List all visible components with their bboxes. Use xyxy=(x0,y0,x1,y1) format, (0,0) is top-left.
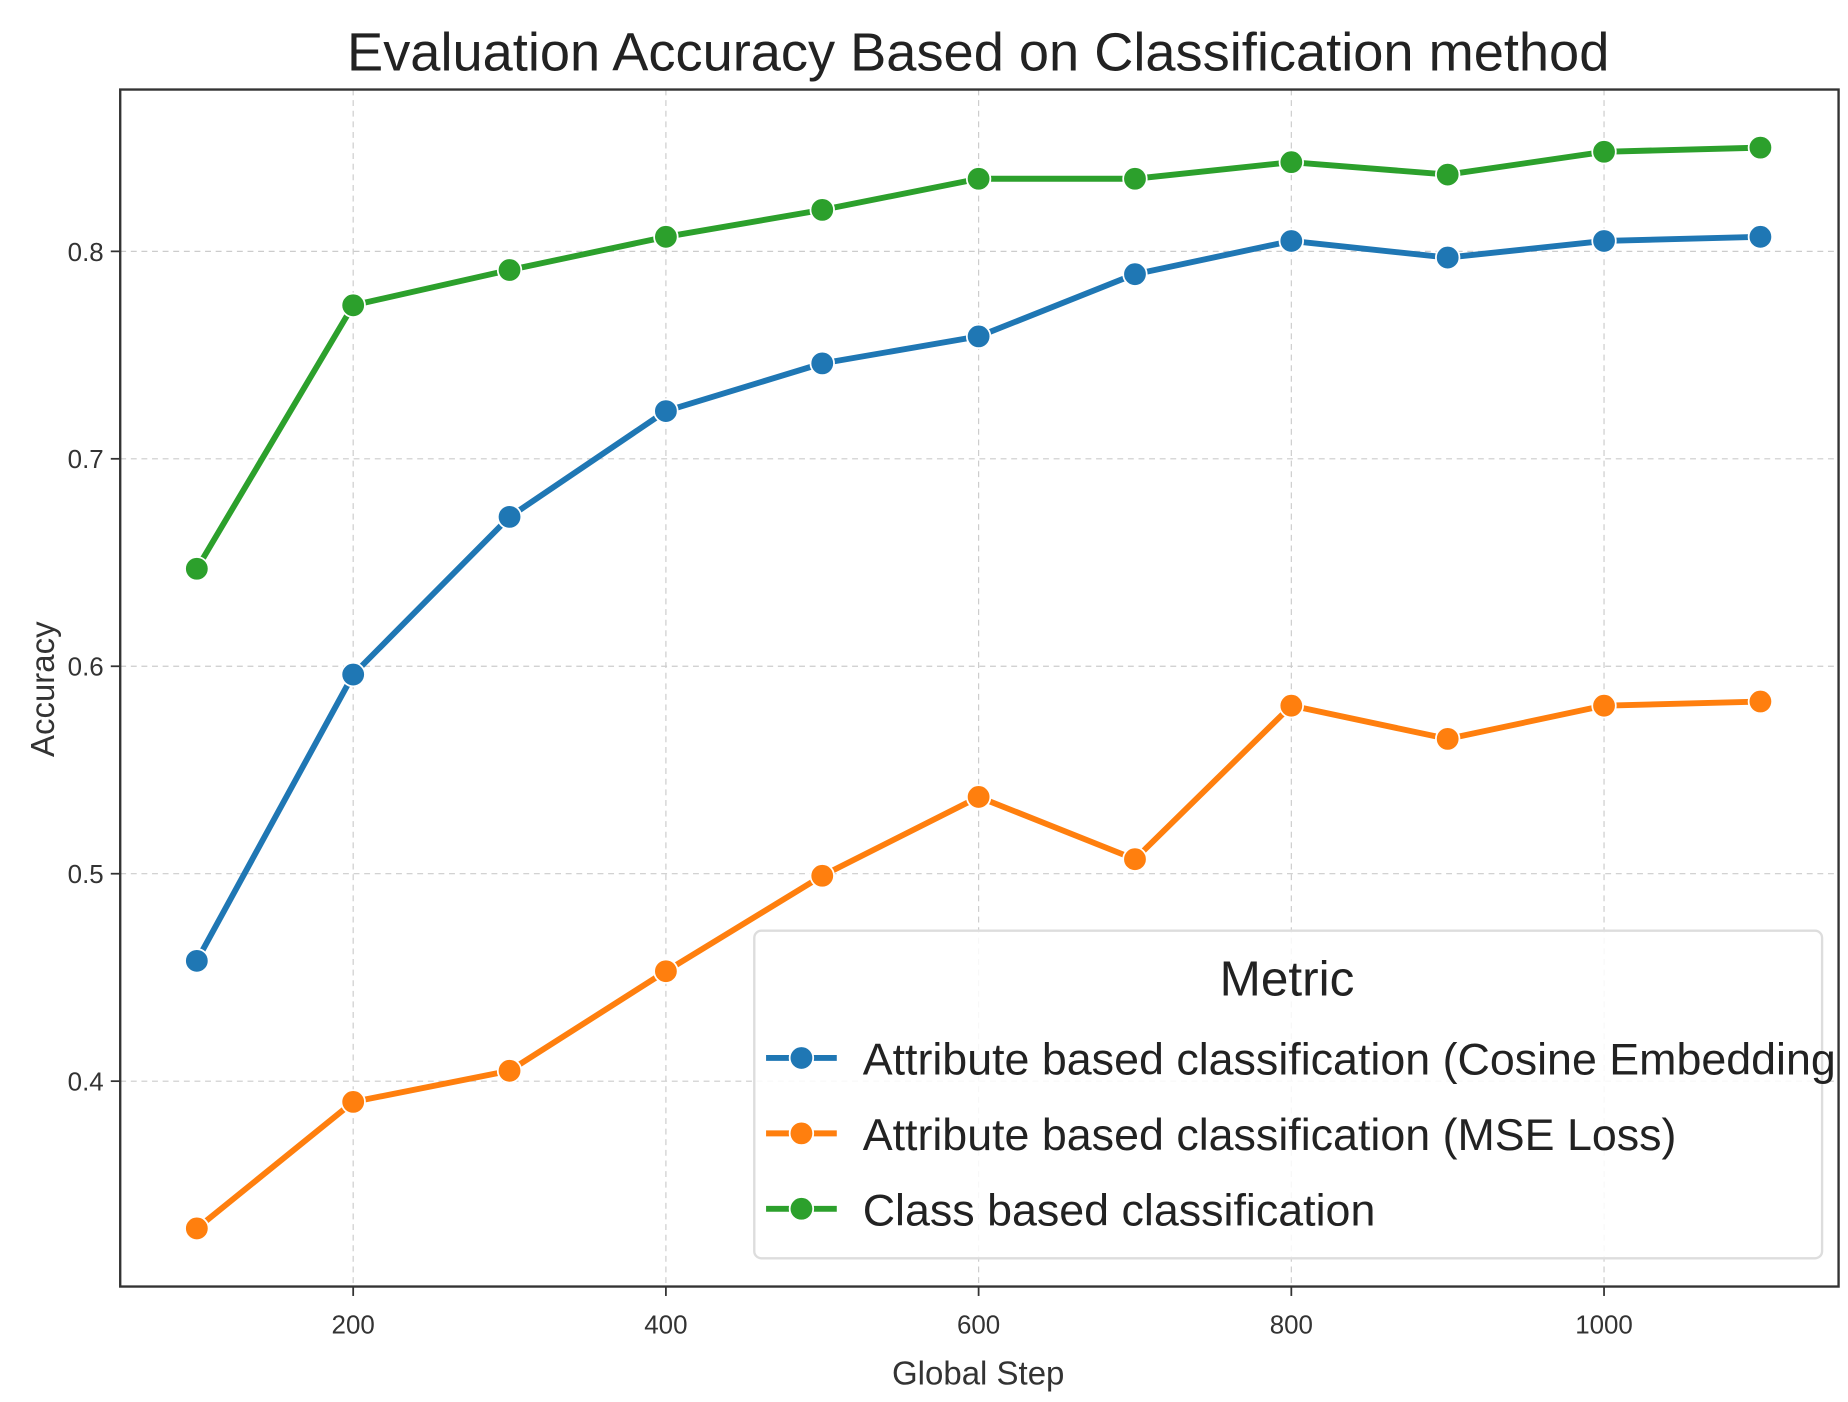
data-point xyxy=(340,292,366,318)
series-2 xyxy=(184,134,1774,582)
y-tick-label: 0.5 xyxy=(68,861,104,889)
y-tick-label: 0.6 xyxy=(68,654,104,682)
legend-title: Metric xyxy=(1220,952,1355,1007)
legend: Metric Attribute based classification (C… xyxy=(753,929,1848,1260)
data-point xyxy=(184,556,210,582)
data-point xyxy=(1591,139,1617,165)
data-point xyxy=(965,166,992,192)
x-tick-label: 400 xyxy=(644,1312,687,1340)
y-axis-label: Accuracy xyxy=(24,621,61,757)
y-axis: 0.4 0.5 0.6 0.7 0.8 xyxy=(68,239,121,1097)
legend-marker-1 xyxy=(788,1120,815,1147)
series-0 xyxy=(184,224,1774,974)
data-point xyxy=(1278,149,1304,175)
data-point xyxy=(184,1215,210,1242)
data-point xyxy=(1435,244,1461,271)
series-1 xyxy=(184,688,1774,1242)
x-tick-label: 600 xyxy=(957,1312,1000,1340)
data-point xyxy=(496,257,523,283)
data-point xyxy=(1747,224,1774,250)
x-axis: 200 400 600 800 1000 xyxy=(332,1286,1633,1340)
legend-box xyxy=(753,929,1824,1260)
data-point xyxy=(809,863,835,889)
x-tick-label: 800 xyxy=(1270,1312,1313,1340)
y-tick-label: 0.8 xyxy=(68,239,104,267)
data-point xyxy=(809,197,835,223)
data-point xyxy=(1278,228,1304,254)
data-point xyxy=(184,948,210,974)
data-point xyxy=(340,661,366,688)
data-point xyxy=(1122,166,1148,192)
data-point xyxy=(496,1058,523,1084)
data-point xyxy=(809,350,835,377)
data-point xyxy=(1278,693,1304,719)
y-tick-label: 0.4 xyxy=(68,1069,104,1097)
legend-marker-0 xyxy=(788,1045,815,1071)
data-point xyxy=(653,398,679,424)
data-point xyxy=(653,958,679,984)
data-point xyxy=(1122,846,1148,872)
series-group xyxy=(184,134,1774,1242)
data-point xyxy=(1591,693,1617,719)
data-point xyxy=(1747,688,1774,715)
legend-label-2: Class based classification xyxy=(863,1185,1376,1235)
x-tick-label: 200 xyxy=(332,1312,375,1340)
data-point xyxy=(1747,134,1774,161)
x-axis-label: Global Step xyxy=(892,1354,1064,1391)
x-tick-label: 1000 xyxy=(1575,1312,1633,1340)
chart-title: Evaluation Accuracy Based on Classificat… xyxy=(347,23,1609,83)
legend-marker-2 xyxy=(788,1196,815,1222)
data-point xyxy=(340,1089,366,1115)
data-point xyxy=(965,784,992,810)
data-point xyxy=(965,323,992,350)
data-point xyxy=(1435,161,1461,188)
data-point xyxy=(1591,228,1617,254)
legend-label-0: Attribute based classification (Cosine E… xyxy=(863,1034,1848,1084)
y-tick-label: 0.7 xyxy=(68,446,104,474)
data-point xyxy=(496,504,523,530)
legend-label-1: Attribute based classification (MSE Loss… xyxy=(863,1110,1677,1160)
data-point xyxy=(653,224,679,250)
data-point xyxy=(1435,726,1461,752)
data-point xyxy=(1122,261,1148,287)
